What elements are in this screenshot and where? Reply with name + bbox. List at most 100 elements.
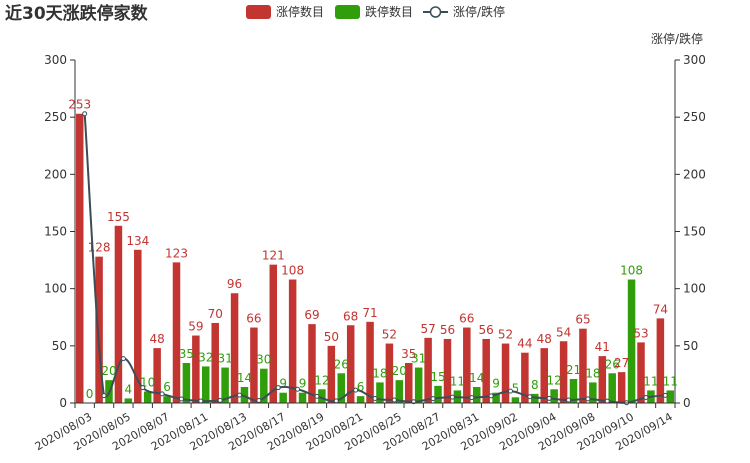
ratio-point[interactable] (372, 396, 378, 402)
bar-down[interactable] (143, 391, 152, 403)
bar-up[interactable] (192, 335, 200, 403)
ratio-point[interactable] (566, 397, 572, 403)
ratio-point[interactable] (643, 395, 649, 401)
ratio-point[interactable] (256, 397, 262, 403)
ratio-point[interactable] (178, 396, 184, 402)
bar-down[interactable] (414, 367, 423, 403)
bar-up[interactable] (559, 341, 568, 403)
bar-up[interactable] (579, 328, 587, 403)
y-tick-label-right: 300 (683, 53, 706, 67)
bar-up[interactable] (153, 348, 161, 403)
bar-label-down: 31 (411, 352, 426, 366)
bar-down[interactable] (221, 367, 229, 403)
ratio-point[interactable] (507, 388, 513, 394)
bar-label-down: 6 (163, 380, 171, 394)
bar-label-down: 4 (125, 382, 133, 396)
bar-up[interactable] (269, 264, 278, 403)
bar-up[interactable] (75, 113, 84, 403)
legend[interactable]: 涨停数目 跌停数目 涨停/跌停 (246, 4, 505, 19)
ratio-point[interactable] (101, 393, 107, 399)
bar-down[interactable] (395, 380, 404, 403)
ratio-point[interactable] (430, 396, 436, 402)
ratio-point[interactable] (546, 395, 552, 401)
bar-up[interactable] (617, 372, 626, 403)
bar-label-down: 18 (372, 366, 387, 380)
bar-up[interactable] (230, 293, 239, 403)
bar-up[interactable] (134, 249, 142, 403)
legend-item-up[interactable]: 涨停数目 (246, 4, 324, 19)
bar-label-up: 50 (324, 330, 339, 344)
ratio-point[interactable] (237, 392, 243, 398)
bar-up[interactable] (308, 324, 316, 403)
bar-up[interactable] (424, 337, 432, 403)
bar-up[interactable] (250, 327, 258, 403)
bar-up[interactable] (521, 352, 529, 403)
ratio-point[interactable] (333, 398, 339, 404)
bar-down[interactable] (492, 392, 500, 403)
ratio-point[interactable] (585, 396, 591, 402)
bar-up[interactable] (463, 327, 471, 403)
ratio-point[interactable] (314, 393, 320, 399)
bar-up[interactable] (482, 338, 490, 403)
ratio-point[interactable] (217, 397, 223, 403)
bar-down[interactable] (356, 396, 365, 403)
ratio-point[interactable] (82, 111, 88, 117)
bar-down[interactable] (318, 389, 326, 403)
bar-label-up: 74 (653, 302, 668, 316)
legend-item-down[interactable]: 跌停数目 (335, 4, 413, 19)
bar-up[interactable] (637, 342, 645, 403)
bar-down[interactable] (569, 378, 578, 403)
bar-down[interactable] (279, 392, 287, 403)
bar-up[interactable] (95, 256, 103, 403)
bar-up[interactable] (172, 262, 181, 403)
bar-down[interactable] (511, 397, 520, 403)
bar-down[interactable] (376, 382, 384, 403)
bar-down[interactable] (240, 386, 249, 403)
bar-down[interactable] (202, 366, 210, 403)
bar-down[interactable] (608, 373, 616, 403)
bar-down[interactable] (627, 279, 636, 403)
bar-down[interactable] (472, 386, 481, 403)
ratio-point[interactable] (140, 385, 146, 391)
ratio-point[interactable] (295, 386, 301, 392)
bar-up[interactable] (366, 321, 374, 403)
bar-down[interactable] (298, 392, 307, 403)
bar-down[interactable] (260, 368, 268, 403)
bar-up[interactable] (501, 343, 510, 403)
bar-down[interactable] (182, 362, 191, 403)
ratio-point[interactable] (469, 395, 475, 401)
ratio-point[interactable] (159, 391, 165, 397)
bar-down[interactable] (550, 389, 558, 403)
bar-up[interactable] (327, 345, 336, 403)
bar-up[interactable] (211, 322, 219, 403)
bar-down[interactable] (531, 393, 539, 403)
bar-up[interactable] (385, 343, 394, 403)
ratio-point[interactable] (120, 356, 126, 362)
bar-up[interactable] (443, 338, 452, 403)
bar-down[interactable] (124, 398, 133, 403)
bar-up[interactable] (540, 348, 548, 403)
legend-item-ratio[interactable]: 涨停/跌停 (423, 4, 505, 19)
ratio-point[interactable] (662, 392, 668, 398)
ratio-point[interactable] (449, 394, 455, 400)
bar-down[interactable] (589, 382, 597, 403)
bar-down[interactable] (163, 396, 171, 403)
bar-down[interactable] (337, 373, 345, 403)
bar-up[interactable] (656, 318, 665, 403)
ratio-point[interactable] (198, 398, 204, 404)
bar-up[interactable] (114, 225, 123, 403)
bar-up[interactable] (288, 279, 297, 403)
bar-label-up: 68 (343, 309, 358, 323)
ratio-point[interactable] (275, 385, 281, 391)
bar-up[interactable] (405, 362, 413, 403)
bar-down[interactable] (666, 390, 675, 403)
bar-label-down: 11 (450, 374, 465, 388)
ratio-point[interactable] (353, 387, 359, 393)
bar-up[interactable] (346, 325, 355, 403)
bar-down[interactable] (434, 385, 442, 403)
ratio-point[interactable] (527, 394, 533, 400)
bar-up[interactable] (598, 356, 607, 403)
ratio-point[interactable] (391, 397, 397, 403)
ratio-point[interactable] (488, 393, 494, 399)
right-axis-name: 涨停/跌停 (651, 31, 703, 46)
